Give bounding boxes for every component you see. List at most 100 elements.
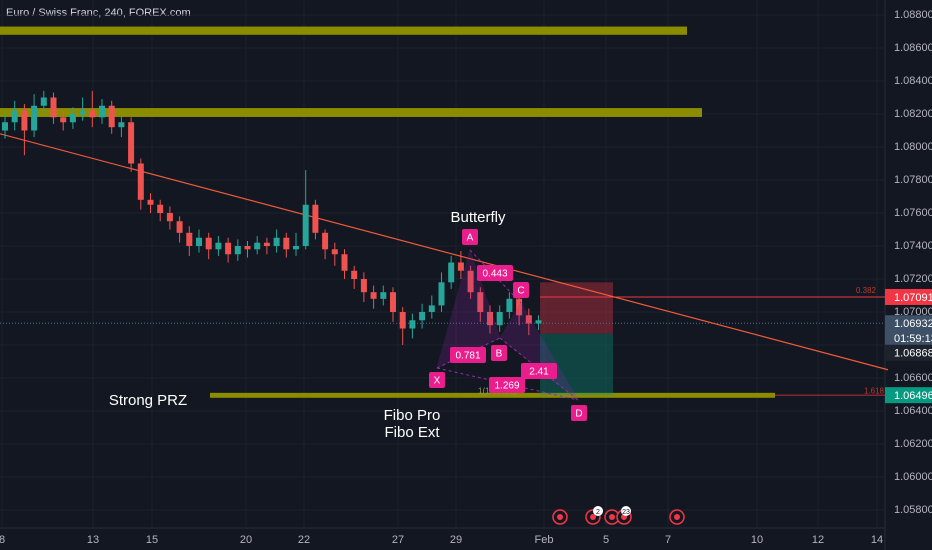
ratio-badge xyxy=(450,347,486,363)
candle-body xyxy=(225,242,232,255)
countdown: 01:59:13 xyxy=(894,333,932,345)
event-dot xyxy=(557,514,563,520)
y-tick-label: 1.08200 xyxy=(894,108,932,120)
candle-body xyxy=(128,122,135,164)
ratio-label: 1.269 xyxy=(494,381,519,392)
candle-body xyxy=(419,312,426,321)
candle-body xyxy=(467,270,474,293)
point-badge xyxy=(491,345,507,361)
event-count: 2 xyxy=(596,509,600,516)
event-dot xyxy=(609,514,615,520)
chart-title: Euro / Swiss Franc, 240, FOREX.com xyxy=(6,7,191,19)
point-badge xyxy=(513,282,529,298)
x-tick-label: 15 xyxy=(146,534,158,546)
candle-body xyxy=(409,320,416,329)
candle-body xyxy=(293,246,299,250)
candle-body xyxy=(487,312,493,326)
y-tick-label: 1.06400 xyxy=(894,405,932,417)
y-tick-label: 1.07200 xyxy=(894,273,932,285)
candle-body xyxy=(506,298,513,312)
prz-price-badge xyxy=(885,387,932,404)
candle-body xyxy=(254,242,261,250)
zone xyxy=(0,108,702,117)
candle-body xyxy=(360,279,367,293)
candle-body xyxy=(457,262,464,271)
candle-body xyxy=(516,298,523,316)
candle-body xyxy=(273,237,280,246)
x-tick-label: 7 xyxy=(665,534,671,546)
point-badge xyxy=(462,229,478,245)
candle-body xyxy=(147,199,154,205)
candle-body xyxy=(89,110,96,118)
y-tick-label: 1.07600 xyxy=(894,207,932,219)
x-tick-label: 29 xyxy=(450,534,462,546)
candle-body xyxy=(215,242,222,250)
candle-body xyxy=(108,105,115,128)
candle-body xyxy=(380,292,387,299)
point-label: D xyxy=(575,409,582,420)
stop-zone xyxy=(540,282,613,334)
target-price: 1.07091 xyxy=(894,292,932,304)
y-tick-label: 1.07400 xyxy=(894,240,932,252)
candle-body xyxy=(438,282,445,306)
candle-body xyxy=(351,270,358,279)
y-tick-label: 1.06000 xyxy=(894,471,932,483)
ratio-label: 0.781 xyxy=(455,351,480,362)
candle-body xyxy=(31,105,38,131)
zone xyxy=(0,26,687,35)
candle-body xyxy=(390,292,396,312)
candle-body xyxy=(196,237,202,246)
candle-body xyxy=(448,262,455,283)
y-tick-label: 1.07000 xyxy=(894,306,932,318)
candle-body xyxy=(137,163,144,200)
current-price: 1.06932 xyxy=(894,318,932,330)
candle-body xyxy=(2,122,8,131)
x-tick-label: 12 xyxy=(812,534,824,546)
candle-body xyxy=(283,237,290,250)
y-tick-label: 1.06200 xyxy=(894,438,932,450)
y-tick-label: 1.06600 xyxy=(894,372,932,384)
x-tick-label: 22 xyxy=(298,534,310,546)
prz-label: Strong PRZ xyxy=(109,392,187,409)
point-label: X xyxy=(434,376,441,387)
y-tick-label: 1.08600 xyxy=(894,42,932,54)
x-tick-label: 8 xyxy=(0,534,5,546)
candle-body xyxy=(477,292,484,312)
event-dot xyxy=(674,514,680,520)
x-tick-label: 14 xyxy=(871,534,883,546)
candle-body xyxy=(60,117,67,123)
candle-body xyxy=(496,312,503,326)
candle-body xyxy=(205,237,212,250)
ratio-badge xyxy=(477,265,513,281)
candle-body xyxy=(263,242,270,246)
x-tick-label: 20 xyxy=(240,534,252,546)
point-badge xyxy=(571,405,587,421)
prz-price: 1.06496 xyxy=(894,390,932,402)
point-badge xyxy=(429,372,445,388)
fibo-label: Fibo Pro xyxy=(384,407,441,424)
candle-body xyxy=(370,292,377,299)
candle-body xyxy=(428,305,435,312)
trendline xyxy=(0,133,889,371)
y-tick-label: 1.08000 xyxy=(894,141,932,153)
candle-body xyxy=(331,249,338,255)
x-tick-label: 10 xyxy=(751,534,763,546)
level-price: 1.06868 xyxy=(894,348,932,360)
point-label: C xyxy=(517,286,524,297)
event-count: 23 xyxy=(622,509,630,516)
point-label: B xyxy=(496,349,503,360)
x-tick-label: 5 xyxy=(603,534,609,546)
y-tick-label: 1.08800 xyxy=(894,9,932,21)
candle-body xyxy=(40,97,47,106)
candle-body xyxy=(157,204,164,213)
y-tick-label: 1.07800 xyxy=(894,174,932,186)
candle-body xyxy=(79,110,86,114)
candle-body xyxy=(186,232,193,246)
candle-body xyxy=(341,254,348,271)
point-label: A xyxy=(467,233,474,244)
level-price-badge xyxy=(885,344,932,361)
candle-body xyxy=(176,221,183,233)
candle-body xyxy=(322,232,329,250)
